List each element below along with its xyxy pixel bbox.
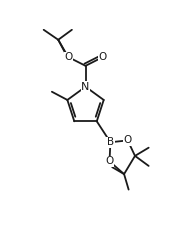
Text: O: O — [99, 52, 107, 62]
Text: O: O — [64, 52, 72, 62]
Text: O: O — [105, 156, 114, 166]
Text: N: N — [81, 82, 90, 92]
Text: B: B — [107, 137, 114, 147]
Text: O: O — [124, 136, 132, 145]
